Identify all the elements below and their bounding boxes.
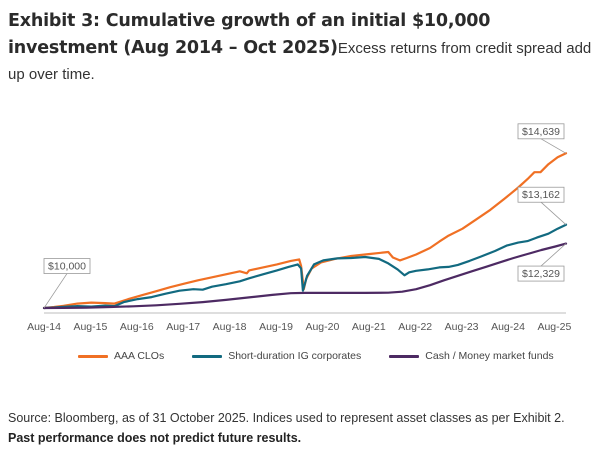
callout-box <box>517 265 565 282</box>
callout-box <box>517 186 565 203</box>
legend-item-2: Short-duration IG corporates <box>192 350 361 362</box>
legend-swatch <box>78 354 108 358</box>
x-tick-label: Aug-17 <box>166 321 200 333</box>
callout-leader <box>540 138 567 154</box>
series-line-3 <box>42 242 568 310</box>
x-tick-label: Aug-14 <box>27 321 61 333</box>
chart-title: Exhibit 3: Cumulative growth of an initi… <box>8 11 491 58</box>
callout-label: $14,639 <box>522 126 560 138</box>
callout-leader <box>43 273 68 309</box>
disclaimer: Past performance does not predict future… <box>8 431 302 445</box>
x-tick-label: Aug-19 <box>259 321 293 333</box>
x-tick-label: Aug-24 <box>491 321 525 333</box>
legend-item-3: Cash / Money market funds <box>389 350 554 362</box>
callout-box <box>43 258 91 274</box>
line-chart: Aug-14 Aug-15 Aug-16 Aug-17 Aug-18 Aug-19 Aug-… <box>27 123 571 333</box>
legend-swatch <box>192 354 223 358</box>
callout-leader <box>540 201 567 226</box>
x-tick-label: Aug-18 <box>213 321 247 333</box>
title-block: Exhibit 3: Cumulative growth of an initi… <box>8 8 596 88</box>
legend-item-1: AAA CLOs <box>78 350 164 362</box>
callout-box <box>517 123 565 140</box>
x-tick-label: Aug-21 <box>352 321 386 333</box>
x-tick-label: Aug-22 <box>398 321 432 333</box>
chart-legend: AAA CLOs Short-duration IG corporates Cash… <box>78 350 582 362</box>
legend-label: Short-duration IG corporates <box>228 350 362 362</box>
footer: Source: Bloomberg, as of 31 October 2025… <box>8 408 598 448</box>
callout-label: $10,000 <box>48 261 86 273</box>
legend-swatch <box>389 354 420 358</box>
legend-label: AAA CLOs <box>114 350 165 362</box>
source-note: Source: Bloomberg, as of 31 October 2025… <box>8 411 565 425</box>
x-tick-label: Aug-25 <box>537 321 571 333</box>
x-tick-label: Aug-15 <box>73 321 107 333</box>
chart-subtitle: Excess returns from credit spread add up… <box>8 40 592 83</box>
callout-leader <box>540 243 567 267</box>
legend-label: Cash / Money market funds <box>425 350 554 362</box>
x-tick-label: Aug-16 <box>120 321 154 333</box>
x-tick-label: Aug-23 <box>445 321 479 333</box>
series-line-2 <box>42 223 568 310</box>
x-tick-label: Aug-20 <box>305 321 339 333</box>
callout-label: $12,329 <box>522 268 560 280</box>
callout-label: $13,162 <box>522 189 560 201</box>
